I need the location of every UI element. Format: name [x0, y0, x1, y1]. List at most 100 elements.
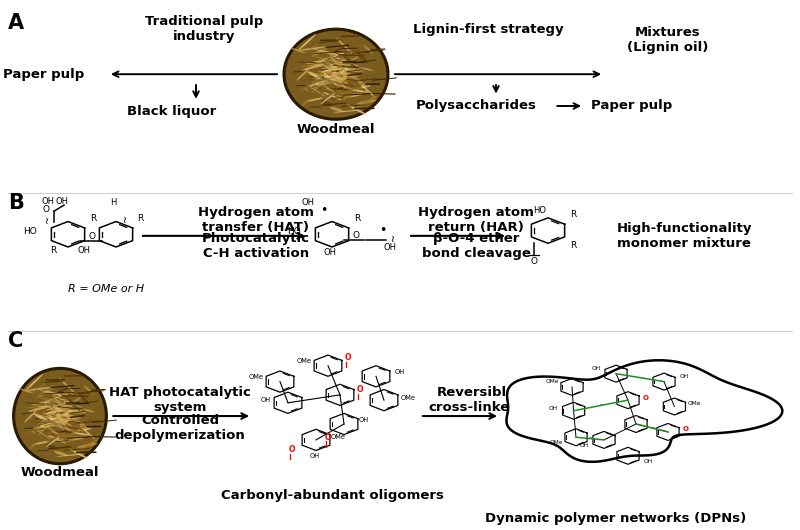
- Text: OH: OH: [359, 417, 369, 423]
- Ellipse shape: [39, 427, 47, 432]
- Ellipse shape: [334, 68, 342, 76]
- Ellipse shape: [53, 416, 69, 418]
- Ellipse shape: [54, 411, 65, 421]
- Text: O: O: [289, 445, 295, 454]
- Ellipse shape: [46, 420, 64, 426]
- Ellipse shape: [65, 410, 74, 416]
- Ellipse shape: [355, 50, 368, 64]
- Ellipse shape: [357, 85, 370, 89]
- Text: Carbonyl-abundant oligomers: Carbonyl-abundant oligomers: [221, 489, 443, 502]
- Ellipse shape: [305, 48, 324, 54]
- Ellipse shape: [351, 70, 360, 73]
- Ellipse shape: [313, 84, 322, 89]
- Ellipse shape: [48, 381, 57, 385]
- Ellipse shape: [316, 59, 347, 61]
- Ellipse shape: [329, 74, 345, 76]
- Ellipse shape: [49, 432, 68, 434]
- Ellipse shape: [38, 405, 67, 408]
- Text: Lignin-first strategy: Lignin-first strategy: [413, 23, 563, 36]
- Ellipse shape: [26, 374, 43, 391]
- Text: A: A: [8, 13, 24, 33]
- Ellipse shape: [75, 406, 82, 409]
- Ellipse shape: [62, 397, 78, 414]
- Ellipse shape: [321, 100, 333, 106]
- Ellipse shape: [296, 68, 309, 81]
- Ellipse shape: [80, 426, 95, 439]
- Ellipse shape: [328, 72, 342, 77]
- Ellipse shape: [334, 73, 343, 78]
- Ellipse shape: [298, 46, 329, 50]
- Ellipse shape: [48, 417, 57, 420]
- Text: O: O: [42, 205, 49, 214]
- Text: •: •: [378, 224, 386, 236]
- Ellipse shape: [299, 89, 310, 92]
- Ellipse shape: [54, 412, 64, 417]
- Ellipse shape: [41, 401, 46, 405]
- Ellipse shape: [322, 94, 334, 99]
- Ellipse shape: [37, 425, 57, 428]
- Ellipse shape: [61, 403, 72, 405]
- Ellipse shape: [340, 59, 360, 67]
- Text: Paper pulp: Paper pulp: [591, 100, 673, 112]
- Ellipse shape: [326, 67, 350, 72]
- Ellipse shape: [333, 56, 350, 64]
- Ellipse shape: [58, 409, 85, 416]
- Ellipse shape: [326, 67, 354, 77]
- Text: OH: OH: [591, 366, 601, 371]
- Ellipse shape: [335, 68, 346, 72]
- Ellipse shape: [65, 404, 94, 412]
- Ellipse shape: [330, 56, 346, 73]
- Ellipse shape: [346, 62, 354, 66]
- Ellipse shape: [326, 106, 352, 116]
- Ellipse shape: [50, 409, 74, 413]
- Ellipse shape: [330, 70, 339, 75]
- Ellipse shape: [42, 400, 68, 401]
- Ellipse shape: [26, 405, 58, 408]
- Ellipse shape: [358, 70, 369, 74]
- Ellipse shape: [58, 438, 79, 440]
- Text: Hydrogen atom
transfer (HAT): Hydrogen atom transfer (HAT): [198, 206, 314, 234]
- Ellipse shape: [31, 423, 54, 430]
- Ellipse shape: [63, 405, 91, 411]
- Ellipse shape: [60, 437, 86, 441]
- Ellipse shape: [333, 74, 340, 76]
- Ellipse shape: [58, 413, 82, 419]
- Ellipse shape: [38, 420, 59, 435]
- Ellipse shape: [330, 69, 341, 79]
- Ellipse shape: [312, 77, 338, 82]
- Ellipse shape: [55, 412, 64, 420]
- Ellipse shape: [38, 422, 52, 436]
- Ellipse shape: [33, 440, 50, 445]
- Ellipse shape: [321, 63, 346, 73]
- Ellipse shape: [62, 417, 72, 425]
- Ellipse shape: [68, 423, 90, 435]
- Ellipse shape: [46, 435, 66, 444]
- Ellipse shape: [41, 390, 48, 396]
- Ellipse shape: [52, 410, 71, 419]
- Ellipse shape: [306, 81, 329, 87]
- Ellipse shape: [59, 410, 70, 413]
- Ellipse shape: [70, 414, 86, 427]
- Ellipse shape: [40, 398, 69, 405]
- Text: O: O: [353, 231, 359, 240]
- Ellipse shape: [30, 430, 36, 434]
- Ellipse shape: [77, 391, 90, 404]
- Text: O: O: [682, 426, 689, 432]
- Ellipse shape: [45, 404, 70, 414]
- Ellipse shape: [316, 77, 346, 85]
- Ellipse shape: [57, 411, 64, 414]
- Text: R: R: [137, 214, 143, 223]
- Ellipse shape: [63, 399, 86, 411]
- Ellipse shape: [349, 72, 365, 85]
- Ellipse shape: [49, 417, 62, 418]
- Ellipse shape: [55, 417, 67, 421]
- Ellipse shape: [31, 389, 50, 394]
- Ellipse shape: [40, 402, 62, 409]
- Text: OH: OH: [384, 243, 397, 252]
- Text: OMe: OMe: [331, 434, 346, 440]
- Ellipse shape: [326, 68, 351, 70]
- Ellipse shape: [44, 423, 52, 427]
- Text: ~: ~: [121, 214, 130, 223]
- Text: Controlled
depolymerization: Controlled depolymerization: [114, 414, 246, 441]
- Ellipse shape: [323, 41, 332, 46]
